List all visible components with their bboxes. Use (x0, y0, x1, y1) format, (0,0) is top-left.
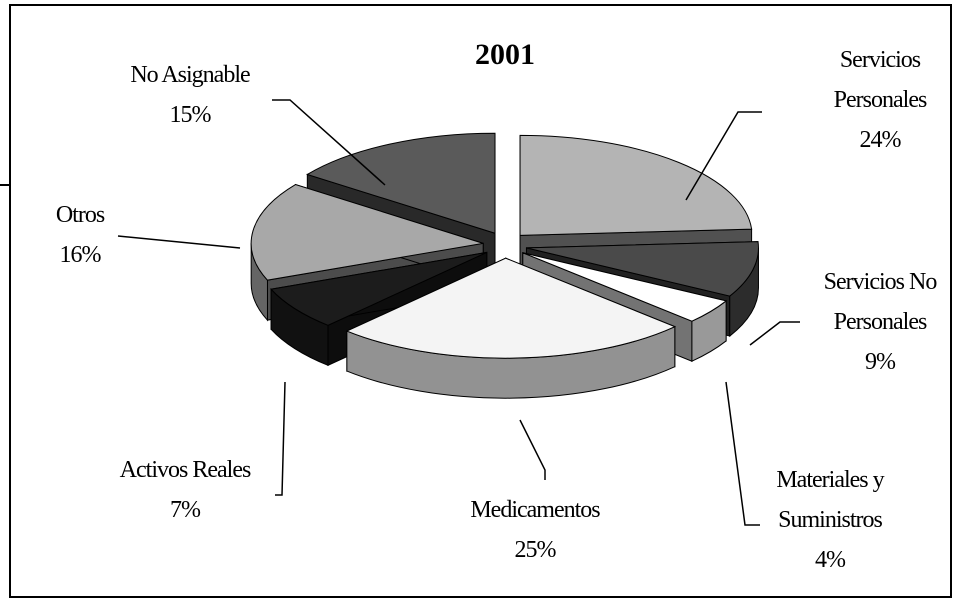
category-label: Servicios No Personales (823, 269, 938, 335)
slice-top (250, 184, 484, 281)
category-label: No Asignable (130, 62, 250, 88)
slice-label: Materiales y Suministros 4% (745, 460, 915, 580)
slice-top (522, 252, 728, 322)
slice-top (345, 257, 677, 359)
value-label: 25% (514, 537, 557, 563)
leader-line (749, 321, 800, 346)
pie-slice (345, 257, 677, 399)
category-label: Materiales y Suministros (776, 467, 884, 533)
slice-top (270, 251, 488, 326)
chart-title: 2001 (475, 38, 535, 71)
slice-label: Otros 16% (0, 195, 165, 275)
leader-line (275, 381, 286, 496)
value-label: 9% (865, 349, 896, 375)
slice-label: Servicios No Personales 9% (795, 262, 957, 382)
category-label: Servicios Personales (833, 47, 928, 113)
value-label: 7% (170, 497, 201, 523)
slice-top (526, 241, 759, 297)
category-label: Activos Reales (119, 457, 252, 483)
category-label: Otros (55, 202, 105, 228)
value-label: 4% (815, 547, 846, 573)
value-label: 24% (859, 127, 902, 153)
slice-label: Activos Reales 7% (100, 450, 270, 530)
slice-top (519, 134, 753, 236)
value-label: 16% (59, 242, 102, 268)
leader-line (519, 419, 546, 480)
value-label: 15% (169, 102, 212, 128)
leader-line (725, 381, 760, 526)
leader-line (685, 111, 762, 201)
leader-line (117, 235, 241, 249)
slice-label: No Asignable 15% (105, 55, 275, 135)
frame (9, 4, 952, 598)
slice-label: Servicios Personales 24% (795, 40, 957, 160)
leader-line (272, 99, 386, 186)
slice-label: Medicamentos 25% (450, 490, 620, 570)
category-label: Medicamentos (470, 497, 600, 523)
